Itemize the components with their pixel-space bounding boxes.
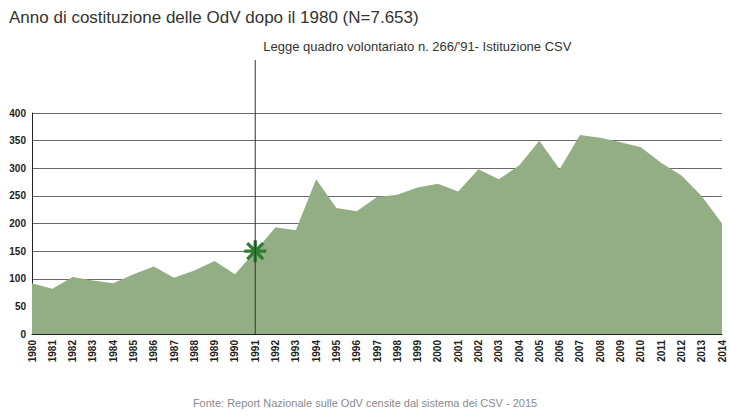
svg-text:Fonte: Report Nazionale sulle: Fonte: Report Nazionale sulle OdV censit…	[193, 397, 537, 409]
svg-text:1994: 1994	[311, 340, 322, 363]
svg-text:1997: 1997	[372, 340, 383, 363]
svg-text:2003: 2003	[493, 340, 504, 363]
svg-text:150: 150	[9, 246, 26, 257]
svg-text:1982: 1982	[67, 340, 78, 363]
svg-text:1989: 1989	[209, 340, 220, 363]
svg-text:1996: 1996	[351, 340, 362, 363]
svg-text:1987: 1987	[169, 340, 180, 363]
svg-text:2001: 2001	[453, 340, 464, 363]
svg-text:100: 100	[9, 273, 26, 284]
svg-text:1988: 1988	[189, 340, 200, 363]
svg-text:1999: 1999	[412, 340, 423, 363]
svg-text:1986: 1986	[148, 340, 159, 363]
svg-text:2012: 2012	[676, 340, 687, 363]
svg-text:2009: 2009	[615, 340, 626, 363]
svg-text:50: 50	[15, 301, 27, 312]
svg-text:2007: 2007	[574, 340, 585, 363]
svg-text:400: 400	[9, 108, 26, 119]
svg-text:1990: 1990	[229, 340, 240, 363]
svg-text:1995: 1995	[331, 340, 342, 363]
svg-text:2013: 2013	[696, 340, 707, 363]
svg-text:2010: 2010	[635, 340, 646, 363]
svg-text:2008: 2008	[595, 340, 606, 363]
svg-text:1991: 1991	[250, 340, 261, 363]
svg-text:2005: 2005	[534, 340, 545, 363]
svg-text:1983: 1983	[87, 340, 98, 363]
svg-text:250: 250	[9, 190, 26, 201]
svg-text:2011: 2011	[656, 340, 667, 362]
svg-text:1984: 1984	[108, 340, 119, 363]
svg-text:1980: 1980	[27, 340, 38, 363]
svg-text:0: 0	[20, 329, 26, 340]
svg-text:1993: 1993	[290, 340, 301, 363]
svg-text:Anno di costituzione delle OdV: Anno di costituzione delle OdV dopo il 1…	[9, 8, 419, 27]
svg-text:2002: 2002	[473, 340, 484, 363]
svg-text:Legge quadro volontariato n. 2: Legge quadro volontariato n. 266/'91- Is…	[263, 39, 572, 54]
svg-text:2014: 2014	[717, 340, 728, 363]
svg-text:1981: 1981	[47, 340, 58, 363]
svg-text:300: 300	[9, 163, 26, 174]
svg-text:1998: 1998	[392, 340, 403, 363]
svg-text:1992: 1992	[270, 340, 281, 363]
svg-text:2000: 2000	[432, 340, 443, 363]
svg-text:2006: 2006	[554, 340, 565, 363]
svg-text:1985: 1985	[128, 340, 139, 363]
svg-text:200: 200	[9, 218, 26, 229]
svg-text:2004: 2004	[514, 340, 525, 363]
svg-text:350: 350	[9, 135, 26, 146]
